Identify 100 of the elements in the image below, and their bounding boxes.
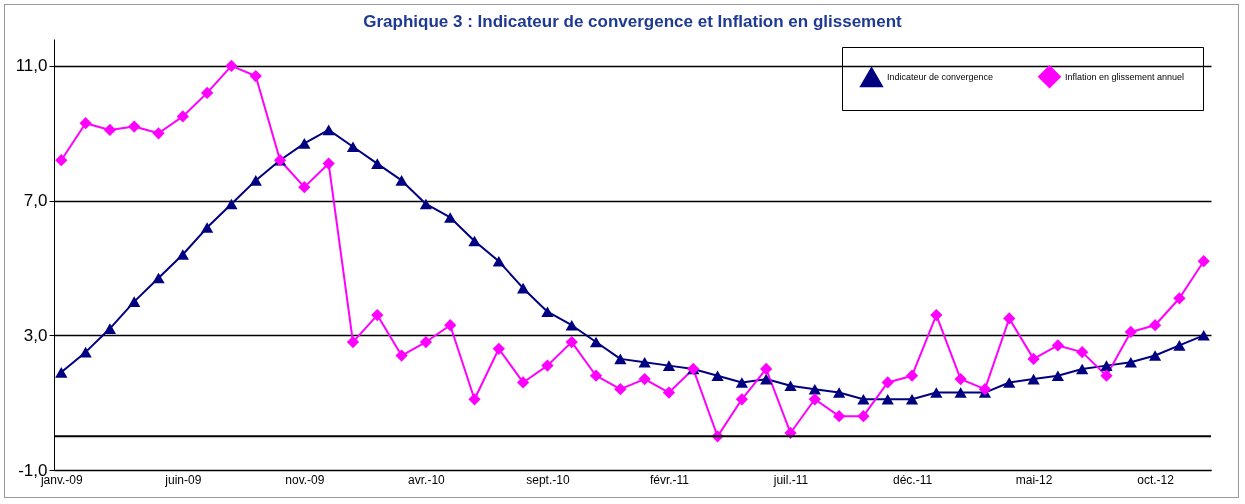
- point: [371, 158, 384, 169]
- point: [614, 353, 627, 365]
- point: [784, 380, 797, 392]
- point: [201, 222, 214, 233]
- point: [881, 393, 894, 405]
- point: [128, 296, 141, 307]
- point: [103, 323, 117, 334]
- point: [930, 387, 943, 398]
- point: [103, 123, 117, 137]
- point: [517, 282, 530, 294]
- point: [55, 154, 68, 167]
- point: [1003, 312, 1016, 325]
- point: [298, 138, 311, 149]
- point: [857, 410, 870, 423]
- point: [905, 393, 919, 405]
- point: [565, 335, 578, 349]
- legend-label: Inflation en glissement annuel: [1065, 71, 1185, 82]
- point: [249, 69, 262, 83]
- point: [249, 175, 262, 186]
- point: [1124, 325, 1137, 339]
- point: [881, 376, 894, 389]
- point: [541, 359, 554, 372]
- y-tick-label: 3,0: [23, 325, 48, 345]
- point: [322, 124, 335, 136]
- point: [541, 306, 554, 318]
- point: [1148, 319, 1162, 332]
- point: [176, 249, 189, 260]
- point: [1076, 363, 1089, 375]
- point: [176, 110, 189, 123]
- point: [1173, 340, 1186, 351]
- x-tick-label: déc.-11: [892, 472, 933, 487]
- point: [954, 372, 967, 386]
- point: [905, 369, 919, 382]
- point: [225, 198, 238, 210]
- point: [152, 272, 165, 284]
- x-tick-label: févr.-11: [649, 472, 690, 487]
- chart-title: Graphique 3 : Indicateur de convergence et Inflation en glissement: [363, 12, 903, 31]
- point: [1197, 255, 1210, 268]
- point: [808, 393, 821, 406]
- point: [79, 346, 92, 358]
- point: [760, 362, 773, 376]
- x-tick-label: sept.-10: [526, 472, 570, 487]
- point: [444, 319, 457, 332]
- point: [1100, 360, 1113, 371]
- point: [1003, 377, 1016, 388]
- x-tick-label: mai-12: [1015, 472, 1053, 487]
- point: [589, 369, 603, 382]
- point: [1148, 350, 1162, 361]
- point: [760, 373, 773, 385]
- point: [468, 393, 481, 406]
- point: [225, 59, 238, 73]
- x-tick-label: nov.-09: [285, 472, 325, 487]
- point: [638, 356, 651, 368]
- point: [1173, 292, 1186, 305]
- point: [1197, 330, 1210, 341]
- point: [1027, 352, 1040, 366]
- point: [346, 335, 360, 349]
- point: [832, 410, 846, 423]
- point: [954, 387, 967, 398]
- x-tick-label: avr.-10: [408, 472, 446, 487]
- point: [55, 367, 68, 378]
- point: [444, 212, 457, 223]
- x-tick-label: juin-09: [164, 472, 202, 487]
- point: [662, 386, 676, 399]
- point: [371, 308, 384, 322]
- point: [395, 349, 408, 362]
- point: [711, 370, 724, 382]
- point: [419, 198, 433, 210]
- x-tick-label: oct.-12: [1137, 472, 1175, 487]
- point: [468, 235, 481, 247]
- point: [1124, 356, 1137, 368]
- point: [79, 117, 92, 130]
- point: [832, 387, 846, 398]
- point: [930, 308, 943, 322]
- point: [128, 120, 141, 133]
- point: [419, 335, 433, 349]
- point: [1051, 339, 1064, 352]
- point: [565, 319, 578, 331]
- point: [1076, 346, 1089, 359]
- point: [517, 376, 530, 389]
- point: [201, 86, 214, 99]
- point: [152, 127, 165, 140]
- y-tick-label: 7,0: [23, 191, 48, 211]
- point: [614, 383, 627, 396]
- point: [1027, 373, 1040, 385]
- point: [1051, 370, 1064, 382]
- point: [298, 181, 311, 194]
- y-tick-label: 11,0: [15, 56, 48, 76]
- point: [735, 377, 748, 388]
- point: [638, 372, 651, 386]
- point: [857, 393, 870, 405]
- point: [735, 393, 748, 406]
- x-tick-label: juil.-11: [772, 472, 809, 487]
- point: [492, 255, 505, 267]
- point: [662, 360, 676, 371]
- point: [346, 141, 360, 153]
- point: [1100, 369, 1113, 382]
- legend-label: Indicateur de convergence: [887, 72, 994, 83]
- point: [322, 157, 335, 170]
- point: [589, 336, 603, 348]
